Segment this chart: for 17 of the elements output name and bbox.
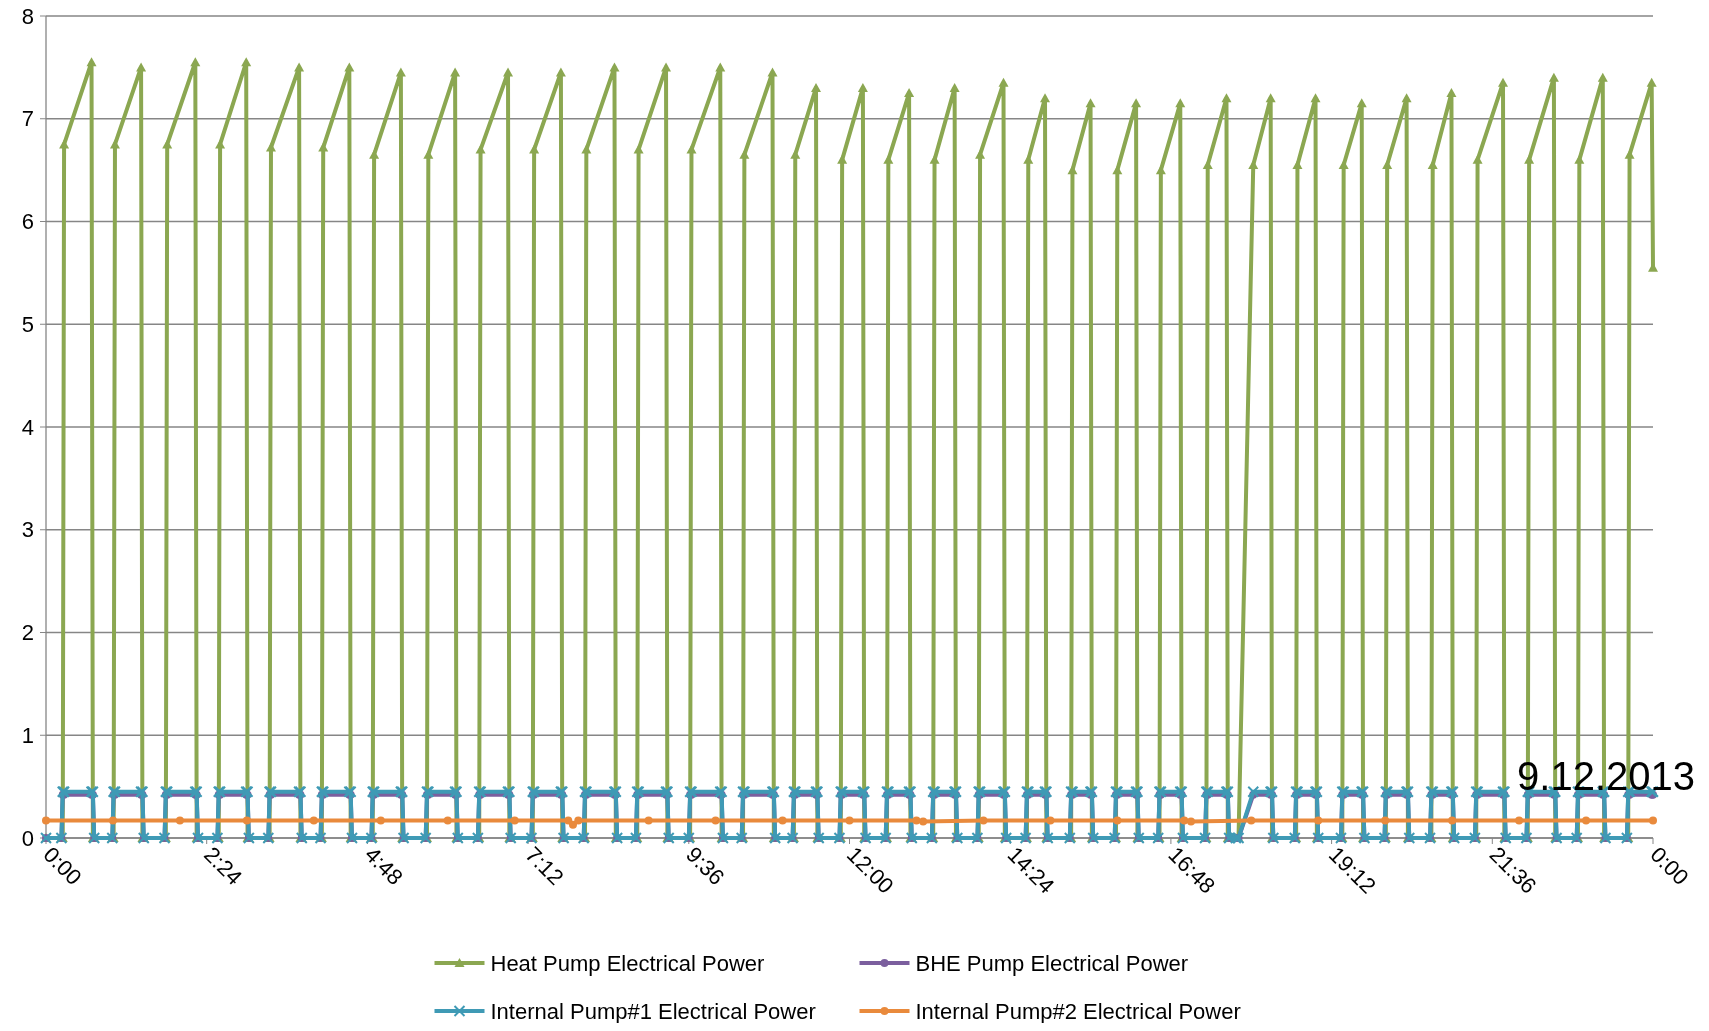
- y-tick-label: 6: [21, 209, 34, 235]
- y-tick-label: 5: [21, 311, 34, 337]
- x-tick-label: 4:48: [359, 841, 408, 890]
- y-tick-label: 0: [21, 825, 34, 851]
- x-tick-label: 9:36: [681, 841, 730, 890]
- x-tick-label: 0:00: [38, 841, 87, 890]
- y-tick-label: 7: [21, 106, 34, 132]
- y-tick-label: 3: [21, 517, 34, 543]
- y-tick-label: 8: [21, 3, 34, 29]
- legend-label: Heat Pump Electrical Power: [490, 950, 765, 976]
- y-tick-label: 2: [21, 620, 34, 646]
- y-tick-label: 1: [21, 722, 34, 748]
- y-tick-label: 4: [21, 414, 34, 440]
- legend-label: Internal Pump#1 Electrical Power: [490, 998, 816, 1024]
- x-tick-label: 0:00: [1645, 841, 1694, 890]
- legend-label: Internal Pump#2 Electrical Power: [915, 998, 1241, 1024]
- legend-label: BHE Pump Electrical Power: [915, 950, 1189, 976]
